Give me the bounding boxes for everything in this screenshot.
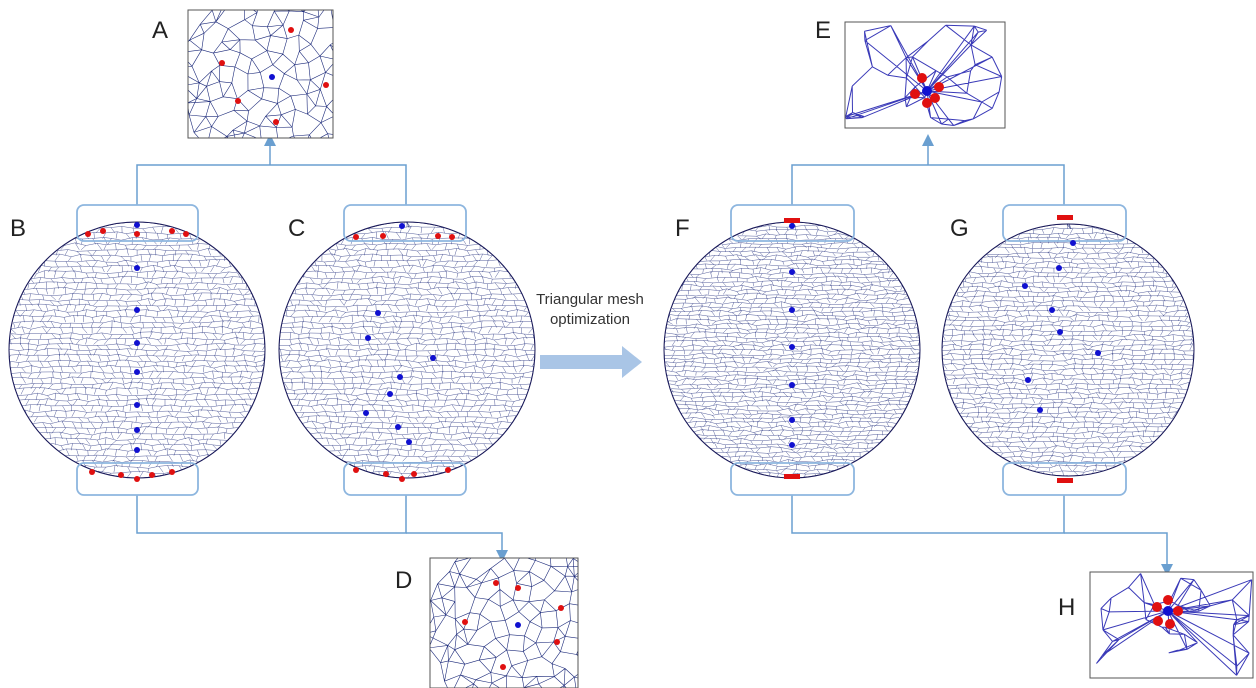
panel-label: B [10, 215, 26, 242]
vertex [89, 469, 95, 475]
vertex [922, 86, 932, 96]
vertex [430, 355, 436, 361]
vertex [149, 472, 155, 478]
vertex [353, 467, 359, 473]
vertex [365, 335, 371, 341]
figure: Triangular mesh optimization A B C D E F… [0, 0, 1256, 688]
vertex [789, 442, 795, 448]
vertex [558, 605, 564, 611]
vertex [1049, 307, 1055, 313]
vertex [383, 471, 389, 477]
vertex [323, 82, 329, 88]
panel-label: G [950, 215, 969, 242]
zoom-box [175, 0, 369, 167]
arrow-label: optimization [550, 311, 630, 328]
vertex [399, 476, 405, 482]
vertex [789, 307, 795, 313]
zoom-box [424, 529, 611, 688]
vertex [554, 639, 560, 645]
vertex [134, 340, 140, 346]
drawing [5, 221, 1197, 484]
vertex [134, 402, 140, 408]
vertex [910, 89, 920, 99]
panel-label: C [288, 215, 305, 242]
vertex [118, 472, 124, 478]
vertex [134, 476, 140, 482]
vertex [375, 310, 381, 316]
vertex [1070, 240, 1076, 246]
vertex [269, 74, 275, 80]
vertex [134, 369, 140, 375]
vertex [922, 98, 932, 108]
vertex [85, 231, 91, 237]
vertex [397, 374, 403, 380]
vertex [435, 233, 441, 239]
vertex [934, 82, 944, 92]
vertex [493, 580, 499, 586]
vertex [183, 231, 189, 237]
vertex [134, 265, 140, 271]
vertex [515, 585, 521, 591]
vertex [1165, 619, 1175, 629]
vertex [789, 417, 795, 423]
arrow-label: Triangular mesh [536, 291, 644, 308]
vertex [1173, 606, 1183, 616]
vertex [353, 234, 359, 240]
panel-label: H [1058, 594, 1075, 621]
vertex [169, 469, 175, 475]
vertex [134, 307, 140, 313]
panel-label: E [815, 17, 831, 44]
vertex [1152, 602, 1162, 612]
vertex [134, 427, 140, 433]
vertex [380, 233, 386, 239]
vertex [1095, 350, 1101, 356]
vertex [1163, 595, 1173, 605]
vertex [399, 223, 405, 229]
vertex [235, 98, 241, 104]
vertex [500, 664, 506, 670]
vertex [1025, 377, 1031, 383]
vertex [100, 228, 106, 234]
vertex [288, 27, 294, 33]
vertex [1056, 265, 1062, 271]
vertex [273, 119, 279, 125]
vertex [789, 344, 795, 350]
vertex [1037, 407, 1043, 413]
vertex [406, 439, 412, 445]
panel-label: A [152, 17, 168, 44]
pole [784, 218, 800, 223]
vertex [1153, 616, 1163, 626]
vertex [395, 424, 401, 430]
vertex [134, 222, 140, 228]
vertex [219, 60, 225, 66]
vertex [445, 467, 451, 473]
vertex [169, 228, 175, 234]
vertex [387, 391, 393, 397]
pole [1057, 478, 1073, 483]
vertex [363, 410, 369, 416]
vertex [1022, 283, 1028, 289]
vertex [789, 223, 795, 229]
vertex [411, 471, 417, 477]
panel-label: D [395, 567, 412, 594]
vertex [789, 269, 795, 275]
pole [784, 474, 800, 479]
vertex [1057, 329, 1063, 335]
vertex [515, 622, 521, 628]
vertex [917, 73, 927, 83]
pole [1057, 215, 1073, 220]
vertex [134, 231, 140, 237]
panel-label: F [675, 215, 690, 242]
vertex [1163, 606, 1173, 616]
vertex [134, 447, 140, 453]
vertex [449, 234, 455, 240]
vertex [789, 382, 795, 388]
vertex [462, 619, 468, 625]
